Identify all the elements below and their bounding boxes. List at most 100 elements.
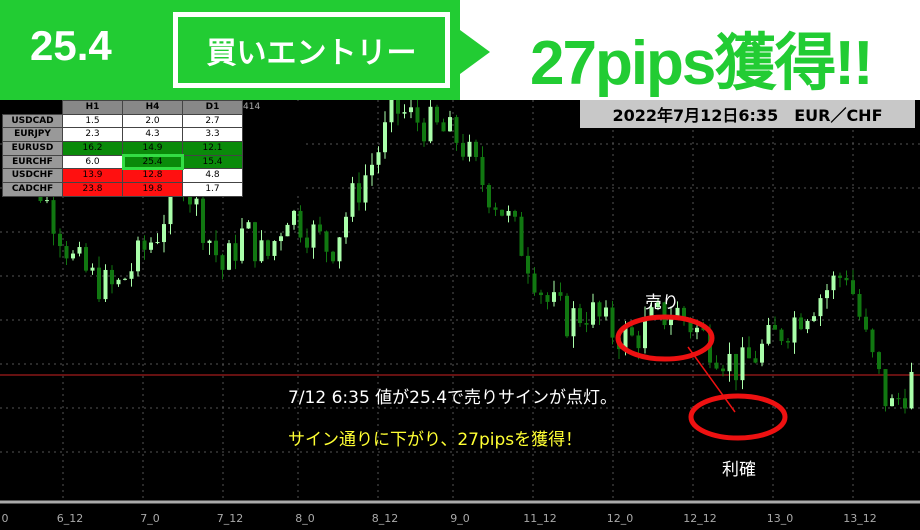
candle-body — [259, 240, 264, 262]
candle-body — [630, 327, 634, 336]
signal-value: 25.4 — [30, 22, 112, 69]
pair-label: USDCHF — [2, 168, 63, 184]
candle-body — [58, 233, 62, 247]
candle-body — [597, 302, 602, 317]
candle-body — [305, 237, 309, 248]
candle-body — [110, 269, 114, 285]
spacer — [242, 127, 303, 142]
candle-body — [591, 302, 595, 325]
strength-table: H1 H4 D1 414 USDCAD 1.5 2.0 2.7 EURJPY 2.3 4.3… — [2, 100, 303, 197]
candle-body — [123, 278, 127, 280]
candle-body — [480, 157, 485, 186]
candle-body — [565, 295, 569, 337]
candle-body — [220, 255, 225, 270]
strength-cell: 4.3 — [122, 127, 183, 143]
candle-body — [890, 398, 894, 407]
candle-body — [500, 209, 504, 216]
candle-body — [162, 224, 166, 243]
candle-body — [727, 353, 732, 372]
strength-cell: 3.3 — [182, 127, 243, 143]
candle-body — [571, 308, 576, 337]
take-profit-highlight-ellipse — [688, 393, 788, 441]
candle-body — [896, 398, 901, 400]
table-row: USDCAD 1.5 2.0 2.7 — [2, 113, 303, 129]
candle-body — [441, 122, 446, 132]
candle-body — [409, 107, 413, 113]
strength-cell: 14.9 — [122, 141, 183, 156]
candle-body — [129, 271, 134, 279]
candle-body — [831, 275, 836, 291]
note-signal: 7/12 6:35 値が25.4で売りサインが点灯。 — [288, 388, 618, 408]
candle-body — [461, 142, 465, 157]
strength-cell: 12.1 — [182, 141, 243, 156]
x-tick-label: 6_12 — [57, 512, 84, 525]
candle-body — [214, 240, 218, 256]
candle-body — [688, 319, 693, 333]
x-tick-label: 11_12 — [523, 512, 557, 525]
strength-cell: 13.9 — [62, 168, 123, 184]
pair-label: USDCAD — [2, 113, 63, 129]
strength-cell: 23.8 — [62, 182, 123, 197]
entry-label: 買いエントリー — [173, 12, 450, 88]
candle-body — [649, 307, 654, 318]
strength-cell: 2.7 — [182, 113, 243, 129]
candle-body — [233, 243, 238, 261]
candle-body — [357, 183, 361, 203]
strength-cell: 2.3 — [62, 127, 123, 143]
candle-body — [448, 117, 452, 132]
spacer — [242, 182, 303, 197]
candle-body — [402, 112, 407, 114]
strength-cell: 16.2 — [62, 141, 123, 156]
candle-body — [740, 347, 745, 381]
col-header: H4 — [122, 100, 183, 115]
candle-body — [513, 210, 517, 217]
candle-body — [662, 302, 667, 326]
candle-body — [721, 368, 725, 372]
candle-body — [539, 292, 543, 296]
candle-body — [578, 308, 582, 324]
candle-body — [519, 216, 524, 256]
candle-body — [610, 307, 615, 338]
candle-body — [701, 327, 706, 331]
candle-body — [474, 141, 478, 158]
candle-body — [194, 198, 199, 205]
strength-cell: 12.8 — [122, 168, 183, 184]
candle-body — [552, 292, 556, 302]
candle-body — [747, 347, 751, 359]
candle-body — [344, 216, 348, 238]
candle-body — [812, 316, 816, 321]
spacer — [242, 168, 303, 183]
candle-body — [266, 240, 270, 256]
strength-cell: 1.7 — [182, 182, 243, 197]
take-profit-label: 利確 — [722, 460, 756, 480]
candle-body — [45, 200, 49, 202]
candle-body — [734, 353, 738, 381]
pair-label: CADCHF — [2, 182, 63, 197]
result-banner — [460, 0, 920, 100]
candle-body — [779, 329, 784, 342]
candle-body — [383, 122, 387, 153]
strength-cell: 15.4 — [182, 154, 243, 170]
table-row: EURUSD 16.2 14.9 12.1 — [2, 141, 303, 156]
candle-body — [240, 228, 244, 261]
spacer — [242, 114, 303, 128]
candle-body — [253, 222, 257, 262]
candle-body — [857, 294, 862, 317]
candle-body — [422, 122, 426, 142]
candle-body — [805, 320, 810, 330]
candle-body — [51, 200, 56, 234]
table-row: USDCHF 13.9 12.8 4.8 — [2, 168, 303, 184]
candle-body — [298, 210, 303, 238]
candle-body — [246, 222, 251, 229]
pair-label: EURJPY — [2, 127, 63, 143]
x-tick-label: 8_0 — [295, 512, 315, 525]
candle-body — [363, 175, 368, 203]
x-tick-label: 13_12 — [843, 512, 877, 525]
candle-body — [77, 247, 82, 254]
candle-body — [487, 185, 491, 208]
candle-body — [71, 253, 75, 259]
candle-body — [396, 100, 400, 114]
candle-body — [370, 164, 374, 176]
candle-body — [279, 236, 283, 242]
table-row: EURCHF 6.0 25.4 15.4 — [2, 154, 303, 170]
